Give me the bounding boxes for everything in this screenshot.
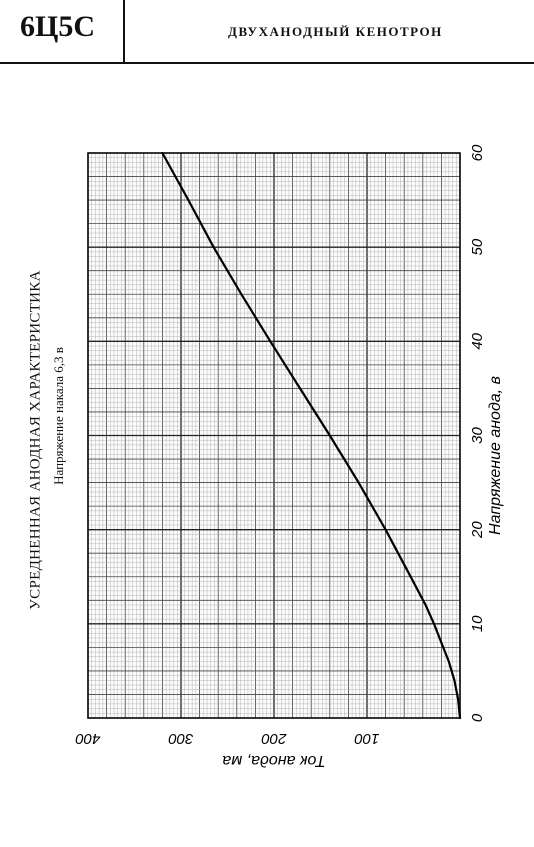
y-tick-label: 100: [354, 730, 380, 747]
page-header: 6Ц5С ДВУХАНОДНЫЙ КЕНОТРОН: [0, 0, 534, 64]
chart-curve: [161, 151, 462, 720]
tube-code: 6Ц5С: [20, 10, 95, 43]
tube-description: ДВУХАНОДНЫЙ КЕНОТРОН: [228, 24, 443, 39]
header-divider-horizontal: [0, 62, 534, 64]
x-axis-label: Напряжение анода, в: [487, 376, 504, 535]
x-tick-label: 20: [469, 521, 486, 539]
x-tick-label: 60: [469, 144, 486, 161]
x-tick-label: 40: [469, 332, 486, 349]
header-divider-vertical: [123, 0, 125, 62]
y-tick-label: 300: [168, 730, 194, 747]
chart-grid: [87, 152, 461, 719]
x-tick-label: 10: [469, 615, 486, 632]
chart-tick-labels: 0 10 20 30 40 50 60 100 200 300 400: [75, 144, 486, 747]
y-axis-label: Ток анода, ма: [222, 752, 325, 769]
plot-frame: [87, 152, 461, 719]
y-tick-label: 400: [75, 730, 101, 747]
series-line: [161, 151, 462, 720]
x-tick-label: 30: [469, 427, 486, 444]
y-tick-label: 200: [261, 730, 288, 747]
x-tick-label: 0: [469, 713, 486, 722]
x-tick-label: 50: [469, 238, 486, 255]
